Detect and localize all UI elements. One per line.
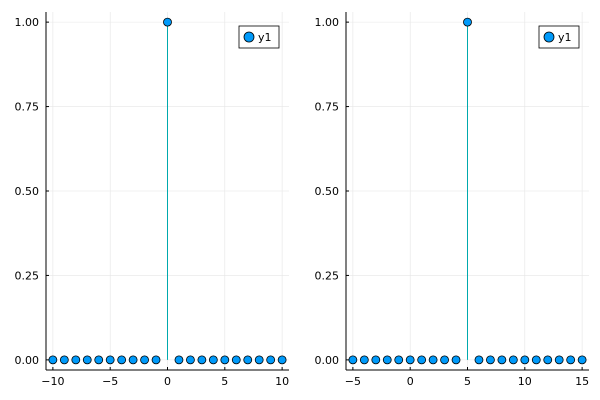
y-tick-label: 0.25	[315, 269, 340, 282]
y-tick-label: 0.00	[315, 354, 340, 367]
x-tick-label: 5	[221, 375, 228, 388]
data-point	[117, 355, 127, 365]
data-point	[128, 355, 138, 365]
x-tick-label: 0	[164, 375, 171, 388]
data-point	[394, 355, 404, 365]
legend-marker	[243, 31, 255, 43]
data-point	[371, 355, 381, 365]
data-point	[140, 355, 149, 365]
data-point	[197, 355, 207, 365]
data-point	[428, 355, 438, 365]
legend-label: y1	[258, 31, 272, 44]
data-point	[451, 355, 461, 365]
legend-marker	[543, 31, 555, 43]
right-plot-panel: −5 0 5 10 15 0.00 0.25 0.50 0.75 1.00 y1	[315, 12, 589, 388]
data-point	[243, 355, 253, 365]
data-point	[405, 355, 415, 365]
data-point	[359, 355, 369, 365]
data-point	[105, 355, 115, 365]
data-point	[174, 355, 184, 365]
left-plot-panel: −10 −5 0 5 10 0.00 0.25 0.50 0.75 1.00 y1	[15, 12, 289, 388]
data-point	[266, 355, 276, 365]
data-point	[543, 355, 553, 365]
data-point	[508, 355, 518, 365]
data-point	[94, 355, 104, 365]
data-point	[186, 355, 195, 365]
x-tick-label: −10	[41, 375, 64, 388]
y-tick-label: 1.00	[315, 16, 340, 29]
x-tick-label: 15	[575, 375, 589, 388]
data-point	[463, 17, 472, 27]
data-point	[440, 355, 449, 365]
y-tick-label: 0.50	[315, 185, 340, 198]
data-point	[220, 355, 230, 365]
data-point	[163, 17, 172, 27]
data-point	[348, 355, 358, 365]
x-tick-label: 0	[407, 375, 414, 388]
data-point	[417, 355, 427, 365]
y-tick-label: 0.75	[315, 101, 340, 114]
data-point	[566, 355, 576, 365]
data-point	[474, 355, 484, 365]
data-point	[59, 355, 69, 365]
y-tick-label: 1.00	[15, 16, 40, 29]
data-point	[71, 355, 81, 365]
data-point	[531, 355, 541, 365]
x-tick-label: 5	[464, 375, 471, 388]
x-tick-label: −5	[345, 375, 361, 388]
y-tick-label: 0.50	[15, 185, 40, 198]
data-point	[208, 355, 218, 365]
data-point	[231, 355, 241, 365]
y-tick-label: 0.00	[15, 354, 40, 367]
data-point	[554, 355, 564, 365]
data-point	[48, 355, 58, 365]
data-point	[520, 355, 530, 365]
y-tick-label: 0.25	[15, 269, 40, 282]
x-tick-label: −5	[102, 375, 118, 388]
x-tick-label: 10	[518, 375, 532, 388]
data-point	[382, 355, 392, 365]
legend-box	[238, 25, 280, 49]
data-point	[151, 355, 161, 365]
legend-box	[538, 25, 580, 49]
data-point	[82, 355, 92, 365]
x-tick-label: 10	[275, 375, 289, 388]
data-point	[577, 355, 587, 365]
y-tick-label: 0.75	[15, 101, 40, 114]
legend-label: y1	[558, 31, 572, 44]
data-point	[497, 355, 507, 365]
data-point	[486, 355, 495, 365]
data-point	[277, 355, 287, 365]
data-point	[254, 355, 264, 365]
